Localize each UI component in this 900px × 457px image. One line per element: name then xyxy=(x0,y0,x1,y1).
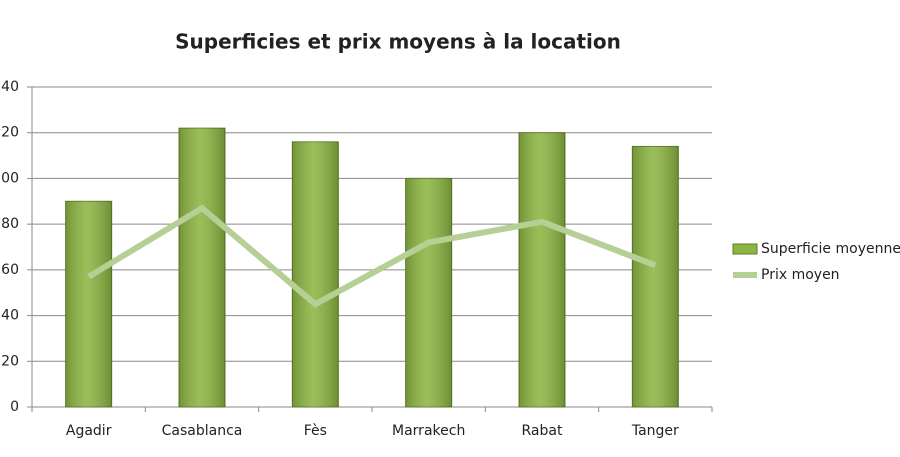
x-tick-label: Fès xyxy=(304,423,327,439)
legend-label: Superficie moyenne xyxy=(761,241,900,257)
chart-title: Superficies et prix moyens à la location xyxy=(175,30,621,54)
y-tick-label: 120 xyxy=(0,125,19,141)
legend-label: Prix moyen xyxy=(761,267,840,283)
x-tick-label: Casablanca xyxy=(162,423,243,439)
y-tick-label: 20 xyxy=(1,353,19,369)
y-tick-label: 60 xyxy=(1,262,19,278)
bar-shade xyxy=(292,141,339,407)
bar-shade xyxy=(519,132,565,407)
bar-shade xyxy=(65,201,112,407)
bar-shade xyxy=(632,146,679,407)
y-tick-label: 140 xyxy=(0,79,19,95)
x-tick-label: Marrakech xyxy=(392,423,465,439)
legend-swatch xyxy=(732,243,758,255)
y-tick-label: 40 xyxy=(1,308,19,324)
x-tick-label: Rabat xyxy=(522,423,563,439)
bar-shade xyxy=(405,178,452,407)
bar-shade xyxy=(179,128,225,407)
x-tick-label: Agadir xyxy=(66,423,112,439)
y-tick-label: 0 xyxy=(10,399,19,415)
y-tick-label: 100 xyxy=(0,170,19,186)
y-tick-label: 80 xyxy=(1,216,19,232)
x-tick-label: Tanger xyxy=(631,423,679,439)
line xyxy=(87,204,657,308)
